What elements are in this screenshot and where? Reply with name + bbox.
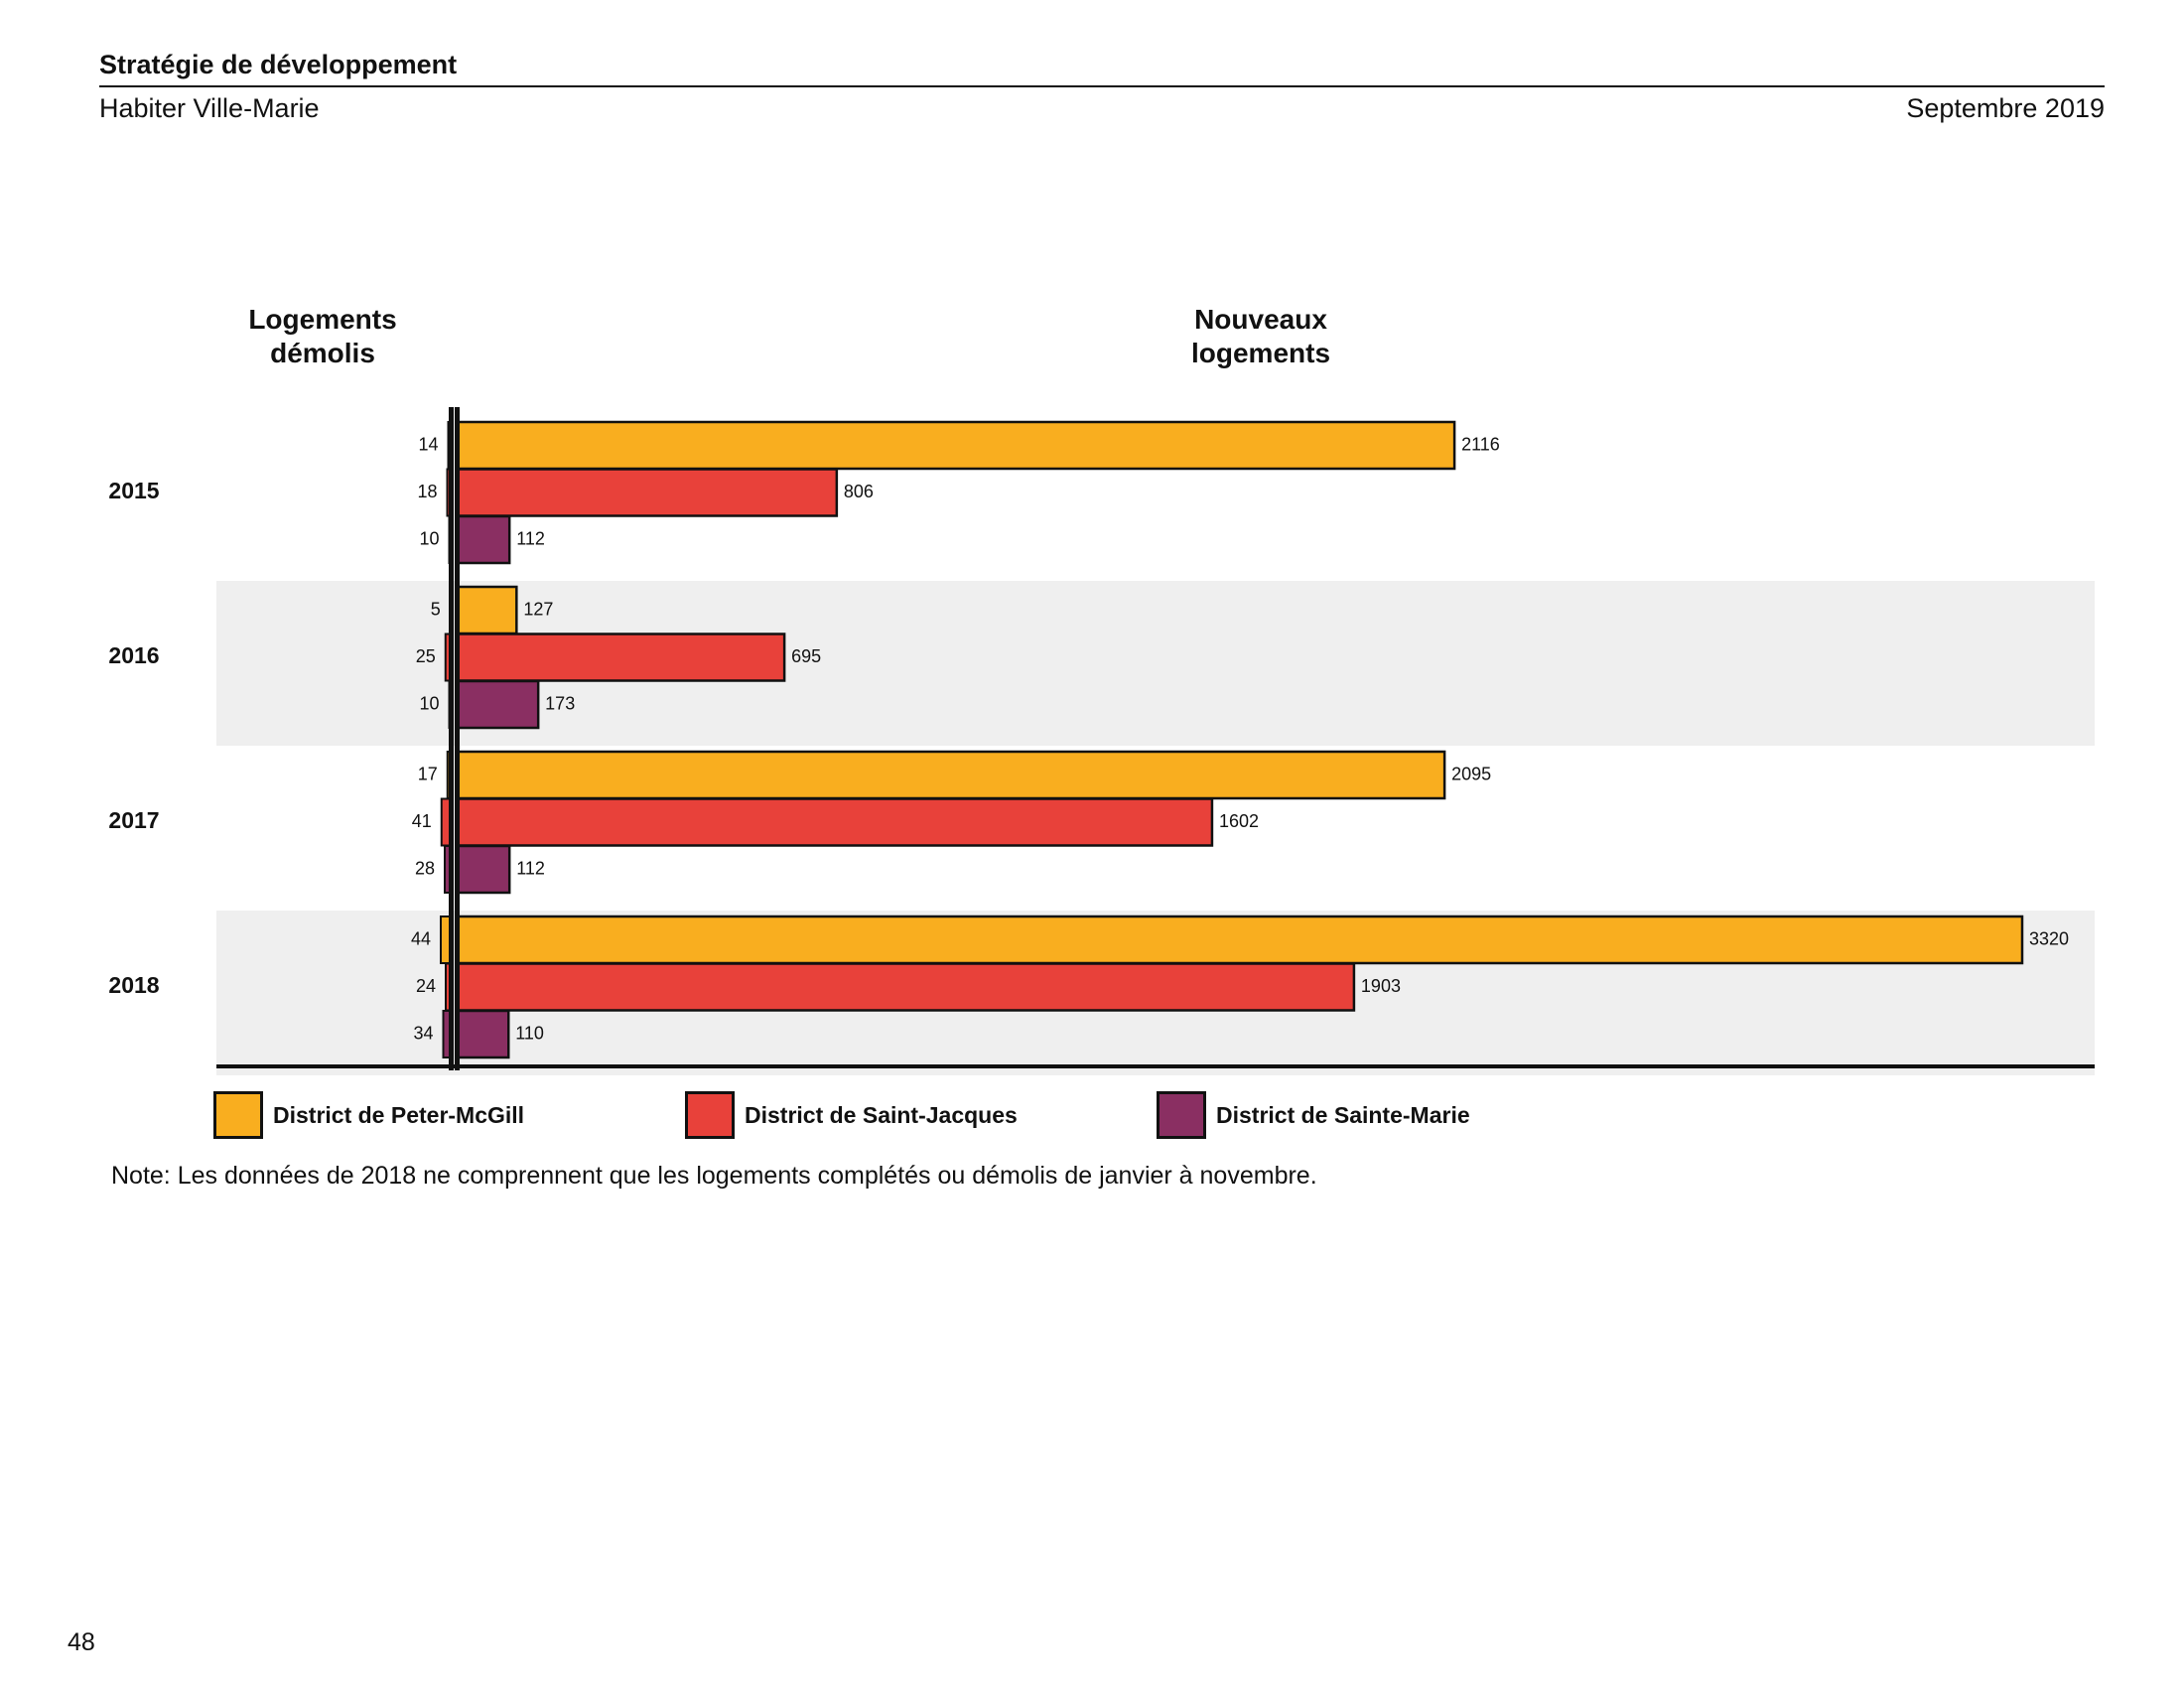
legend-item-peter-mcgill: District de Peter-McGill [213,1087,524,1143]
new-housing-heading: Nouveaux logements [1152,303,1370,370]
label-new-2016-s0: 127 [523,599,553,619]
legend-label-sainte-marie: District de Sainte-Marie [1216,1101,1470,1128]
page-number: 48 [68,1628,95,1656]
legend-label-peter-mcgill: District de Peter-McGill [273,1101,525,1128]
label-demolished-2015-s2: 10 [419,528,439,548]
label-demolished-2018-s0: 44 [411,928,431,948]
document-title: Stratégie de développement [99,50,458,79]
year-label-2017: 2017 [108,807,159,833]
year-label-2015: 2015 [108,478,159,503]
label-demolished-2017-s2: 28 [415,858,435,878]
legend-swatch-saint-jacques [685,1091,735,1139]
label-new-2018-s0: 3320 [2029,928,2069,948]
bar-new-2018-s0 [455,914,2024,965]
bar-new-2017-s0 [455,750,1446,800]
bar-new-2018-s2 [455,1009,510,1059]
legend-swatch-peter-mcgill [213,1091,263,1139]
label-new-2016-s1: 695 [791,646,821,666]
label-demolished-2015-s1: 18 [417,482,437,501]
bar-new-2015-s1 [455,468,839,517]
axis-line-right [455,407,460,1070]
label-demolished-2017-s0: 17 [418,764,438,783]
label-new-2016-s2: 173 [545,693,575,713]
label-new-2017-s1: 1602 [1219,811,1259,831]
legend-item-saint-jacques: District de Saint-Jacques [685,1087,1018,1143]
bar-new-2017-s2 [455,844,511,895]
year-label-2016: 2016 [108,642,159,668]
chart-note: Note: Les données de 2018 ne comprennent… [111,1162,1317,1190]
legend-label-saint-jacques: District de Saint-Jacques [745,1101,1018,1128]
bar-new-2016-s2 [455,679,540,730]
label-new-2018-s1: 1903 [1361,976,1401,996]
label-demolished-2016-s1: 25 [416,646,436,666]
label-demolished-2016-s0: 5 [431,599,441,619]
chart-baseline [216,1064,2095,1068]
label-new-2015-s1: 806 [844,482,874,501]
chart-legend: District de Peter-McGill District de Sai… [213,1087,2000,1143]
new-housing-heading-line2: logements [1190,338,1331,368]
document-subtitle: Habiter Ville-Marie [99,93,320,123]
axis-line-left [449,407,454,1070]
label-demolished-2017-s1: 41 [412,811,432,831]
bar-new-2016-s0 [455,585,518,635]
bar-new-2015-s2 [455,514,511,565]
document-date: Septembre 2019 [1906,93,2105,123]
label-new-2018-s2: 110 [515,1023,544,1043]
bar-new-2016-s1 [455,633,786,682]
header-divider [99,85,2105,87]
bar-new-2015-s0 [455,420,1456,471]
label-demolished-2018-s2: 34 [413,1023,433,1043]
bar-new-2017-s1 [455,797,1214,847]
label-new-2017-s0: 2095 [1451,764,1491,783]
demolished-heading: Logements démolis [218,303,427,370]
year-label-2018: 2018 [108,972,159,998]
bar-new-2018-s1 [455,962,1356,1012]
label-new-2015-s0: 2116 [1461,434,1500,454]
label-new-2017-s2: 112 [516,858,545,878]
demolished-heading-line1: Logements [248,304,397,335]
demolished-heading-line2: démolis [270,338,375,368]
label-new-2015-s2: 112 [516,528,545,548]
legend-swatch-sainte-marie [1157,1091,1206,1139]
legend-item-sainte-marie: District de Sainte-Marie [1157,1087,1470,1143]
new-housing-heading-line1: Nouveaux [1194,304,1327,335]
label-demolished-2016-s2: 10 [419,693,439,713]
label-demolished-2015-s0: 14 [418,434,438,454]
label-demolished-2018-s1: 24 [416,976,436,996]
